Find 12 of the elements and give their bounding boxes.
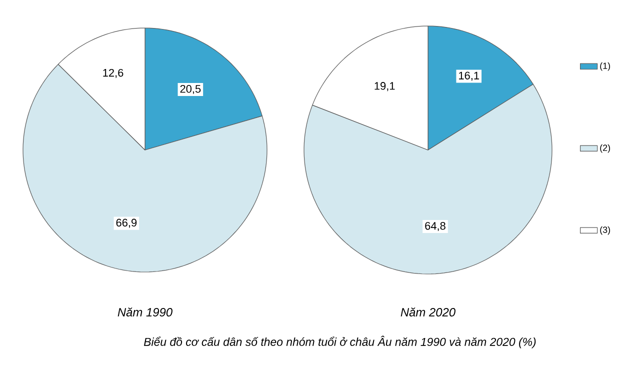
data-label: 64,8 (425, 222, 446, 232)
text: Biểu đồ cơ cấu dân số theo nhóm tuổi ở châu Âu năm 1990 và năm 2020 (%) (144, 336, 536, 348)
legend-label: (1) (600, 62, 610, 71)
data-label: 20,5 (180, 84, 201, 94)
text: Năm 1990 (118, 308, 172, 316)
text: Năm 2020 (400, 308, 456, 316)
legend-label: (3) (600, 226, 610, 235)
data-label: 19,1 (374, 82, 395, 92)
data-label: 12,6 (103, 68, 124, 78)
legend-label: (2) (600, 144, 610, 153)
data-label: 16,1 (459, 72, 479, 81)
data-label: 66,9 (116, 218, 137, 228)
